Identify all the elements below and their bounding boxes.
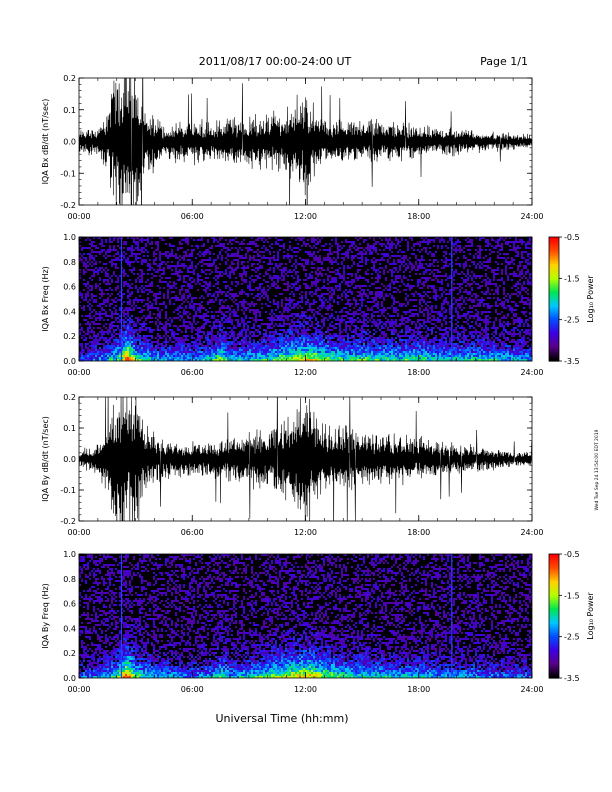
y-tick-label: 0.2 [63,332,76,341]
y-tick-label: 1.0 [63,233,76,242]
colorbar: -0.5 -1.5 -2.5 -3.5 Log₁₀ Power [548,550,595,683]
x-tick-label: 18:00 [407,368,430,377]
x-tick-label: 12:00 [294,212,317,221]
x-tick-label: 06:00 [181,212,204,221]
y-axis-label: IQA Bx Freq (Hz) [41,266,50,332]
x-tick-label: 00:00 [67,685,90,694]
y-tick-label: 0.0 [63,674,76,683]
panel-3: -0.2 -0.1 0.0 0.1 0.2 00:00 06:00 12:00 18:00 24:… [41,393,544,537]
figure-title: 2011/08/17 00:00-24:00 UT [199,55,352,68]
dbdt-trace [79,397,532,521]
colorbar-tick-label: -3.5 [564,357,580,366]
x-tick-label: 00:00 [67,368,90,377]
page-number: Page 1/1 [480,55,528,68]
x-tick-label: 24:00 [520,685,543,694]
y-tick-label: 0.1 [63,106,76,115]
x-tick-label: 18:00 [407,212,430,221]
y-tick-label: -0.1 [60,169,76,178]
x-tick-label: 06:00 [181,368,204,377]
y-axis-label: IQA Bx dB/dt (nT/sec) [41,99,50,185]
x-tick-label: 06:00 [181,528,204,537]
y-tick-label: 0.4 [63,307,76,316]
spectrogram-pixels [79,554,532,678]
panel-1: -0.2 -0.1 0.0 0.1 0.2 00:00 06:00 12:00 18:00 24:… [41,74,544,221]
y-tick-label: 0.8 [63,575,76,584]
y-tick-label: 0.6 [63,600,76,609]
x-tick-label: 00:00 [67,212,90,221]
colorbar-tick-label: -0.5 [564,550,580,559]
y-tick-label: 0.0 [63,357,76,366]
y-axis-label: IQA By Freq (Hz) [41,583,50,649]
y-tick-label: 0.4 [63,624,76,633]
y-tick-label: 0.2 [63,393,76,402]
y-tick-label: 0.1 [63,424,76,433]
y-tick-label: 0.2 [63,74,76,83]
colorbar-tick-label: -0.5 [564,233,580,242]
spectrogram-pixels [79,237,532,361]
y-tick-label: -0.2 [60,201,76,210]
colorbar: -0.5 -1.5 -2.5 -3.5 Log₁₀ Power [548,233,595,366]
panel-2: -0.5 -1.5 -2.5 -3.5 Log₁₀ Power 0.0 0.2 0.4 0.6 0… [41,233,595,377]
colorbar-tick-label: -1.5 [564,274,580,283]
x-tick-label: 00:00 [67,528,90,537]
y-tick-label: 0.6 [63,283,76,292]
y-tick-label: 0.2 [63,649,76,658]
x-tick-label: 06:00 [181,685,204,694]
x-tick-label: 12:00 [294,685,317,694]
x-tick-label: 12:00 [294,368,317,377]
x-tick-label: 24:00 [520,212,543,221]
y-axis-label: IQA By dB/dt (nT/sec) [41,416,50,502]
y-tick-label: -0.2 [60,517,76,526]
panel-4: -0.5 -1.5 -2.5 -3.5 Log₁₀ Power 0.0 0.2 0.4 0.6 0… [41,550,595,694]
colorbar-tick-label: -2.5 [564,316,580,325]
panels: -0.2 -0.1 0.0 0.1 0.2 00:00 06:00 12:00 18:00 24:… [41,74,595,694]
y-tick-label: 0.0 [63,455,76,464]
colorbar-label: Log₁₀ Power [586,275,595,323]
x-tick-label: 24:00 [520,368,543,377]
y-tick-label: 0.8 [63,258,76,267]
x-tick-label: 12:00 [294,528,317,537]
y-tick-label: 1.0 [63,550,76,559]
y-tick-label: 0.0 [63,138,76,147]
colorbar-tick-label: -1.5 [564,591,580,600]
timestamp-note: Wed Tue Sep 24 13:54:00 EDT 2019 [594,429,600,510]
x-axis-title: Universal Time (hh:mm) [216,712,349,725]
x-tick-label: 18:00 [407,528,430,537]
y-tick-label: -0.1 [60,486,76,495]
dbdt-trace [79,78,532,205]
colorbar-label: Log₁₀ Power [586,592,595,640]
colorbar-tick-label: -2.5 [564,633,580,642]
x-tick-label: 18:00 [407,685,430,694]
colorbar-tick-label: -3.5 [564,674,580,683]
x-tick-label: 24:00 [520,528,543,537]
